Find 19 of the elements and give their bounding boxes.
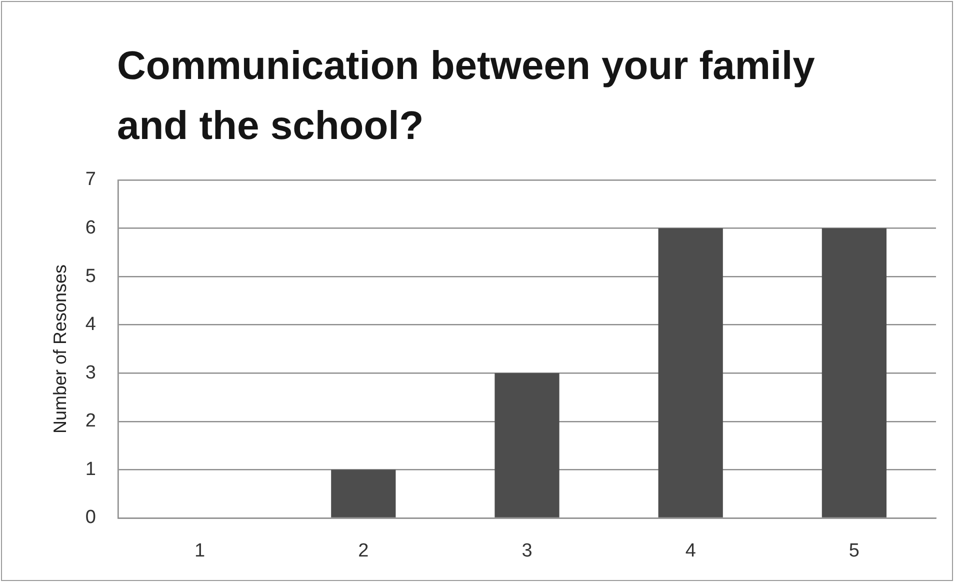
x-tick-label: 5 xyxy=(848,540,860,562)
x-tick-label: 1 xyxy=(194,540,206,562)
x-tick-label: 3 xyxy=(522,540,532,562)
y-axis-title: Number of Resonses xyxy=(50,264,70,434)
y-tick-label: 6 xyxy=(85,218,96,239)
y-tick-label: 7 xyxy=(85,169,96,190)
y-tick-label: 2 xyxy=(85,410,96,432)
bar xyxy=(331,470,396,518)
y-tick-label: 0 xyxy=(85,507,96,528)
bar xyxy=(822,228,887,518)
y-tick-label: 1 xyxy=(85,458,96,480)
x-tick-label: 2 xyxy=(358,540,369,562)
y-tick-label: 4 xyxy=(85,314,96,336)
x-tick-label: 4 xyxy=(685,540,696,562)
chart-title: Communication between your family and the school? xyxy=(117,43,816,150)
y-tick-label: 5 xyxy=(85,266,96,287)
bar xyxy=(494,373,560,518)
y-tick-label: 3 xyxy=(85,362,96,384)
bar xyxy=(658,228,723,518)
